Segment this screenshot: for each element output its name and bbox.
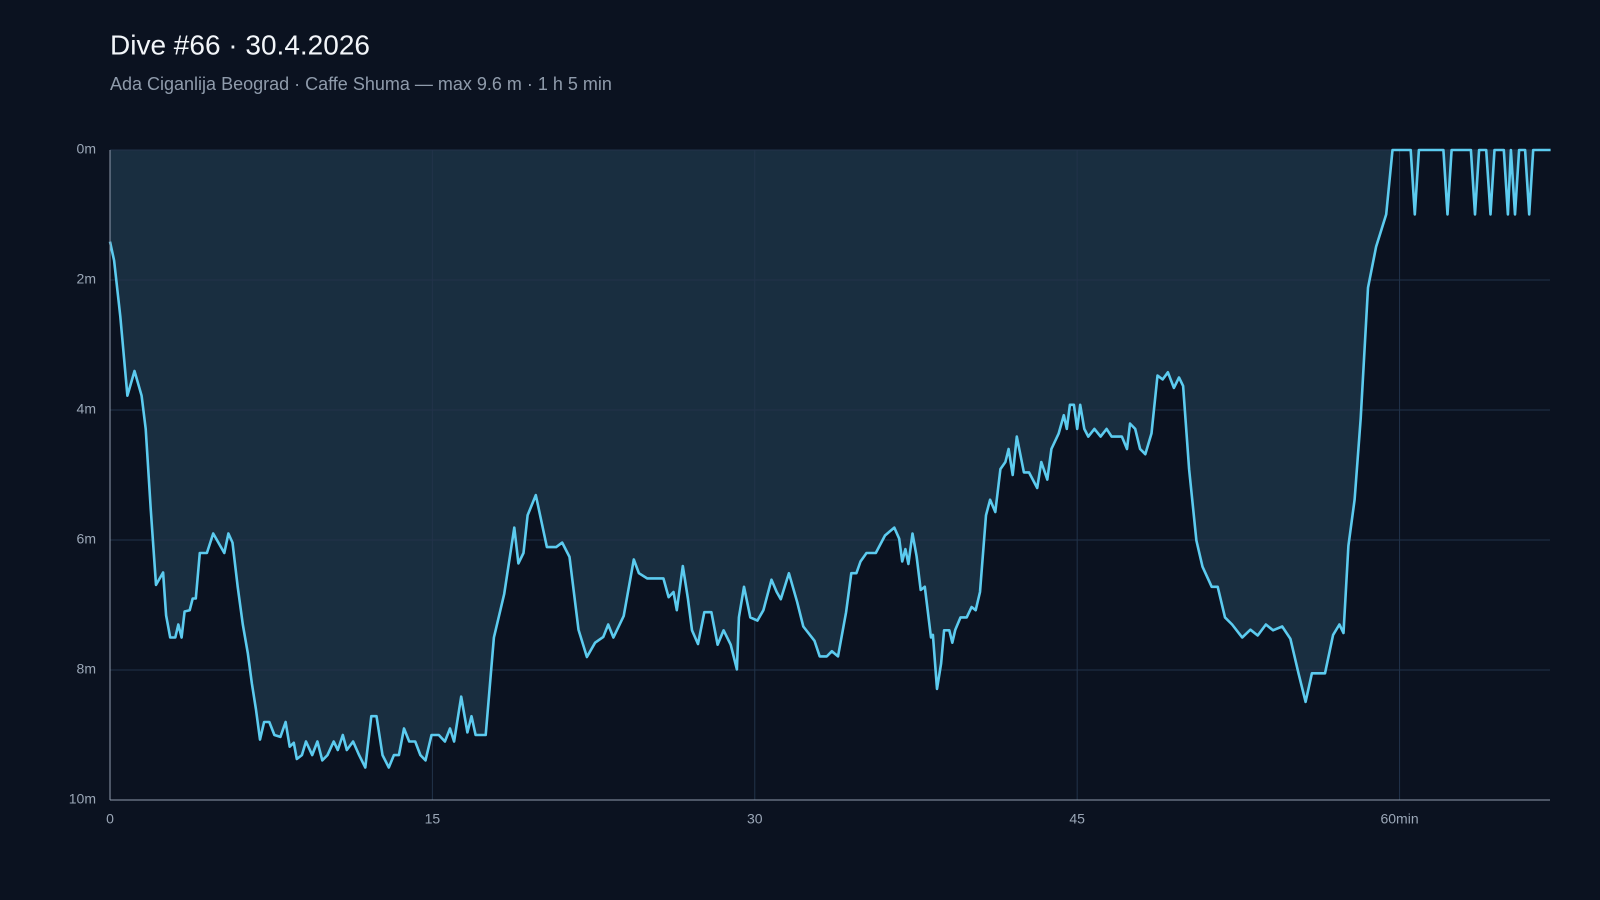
x-tick-label: 45 [1069, 811, 1085, 827]
x-tick-label: 15 [425, 811, 441, 827]
y-tick-label: 0m [77, 141, 96, 157]
y-tick-label: 10m [69, 791, 96, 807]
chart-title: Dive #66 · 30.4.2026 [110, 29, 370, 60]
depth-line [108, 148, 1551, 769]
y-tick-label: 4m [77, 401, 96, 417]
x-tick-label: 0 [106, 811, 114, 827]
y-tick-label: 8m [77, 661, 96, 677]
area-fill [110, 150, 1551, 768]
x-tick-label: 30 [747, 811, 763, 827]
y-tick-label: 6m [77, 531, 96, 547]
x-tick-label: 60min [1380, 811, 1418, 827]
y-tick-label: 2m [77, 271, 96, 287]
chart-subtitle: Ada Ciganlija Beograd · Caffe Shuma — ma… [110, 74, 612, 94]
